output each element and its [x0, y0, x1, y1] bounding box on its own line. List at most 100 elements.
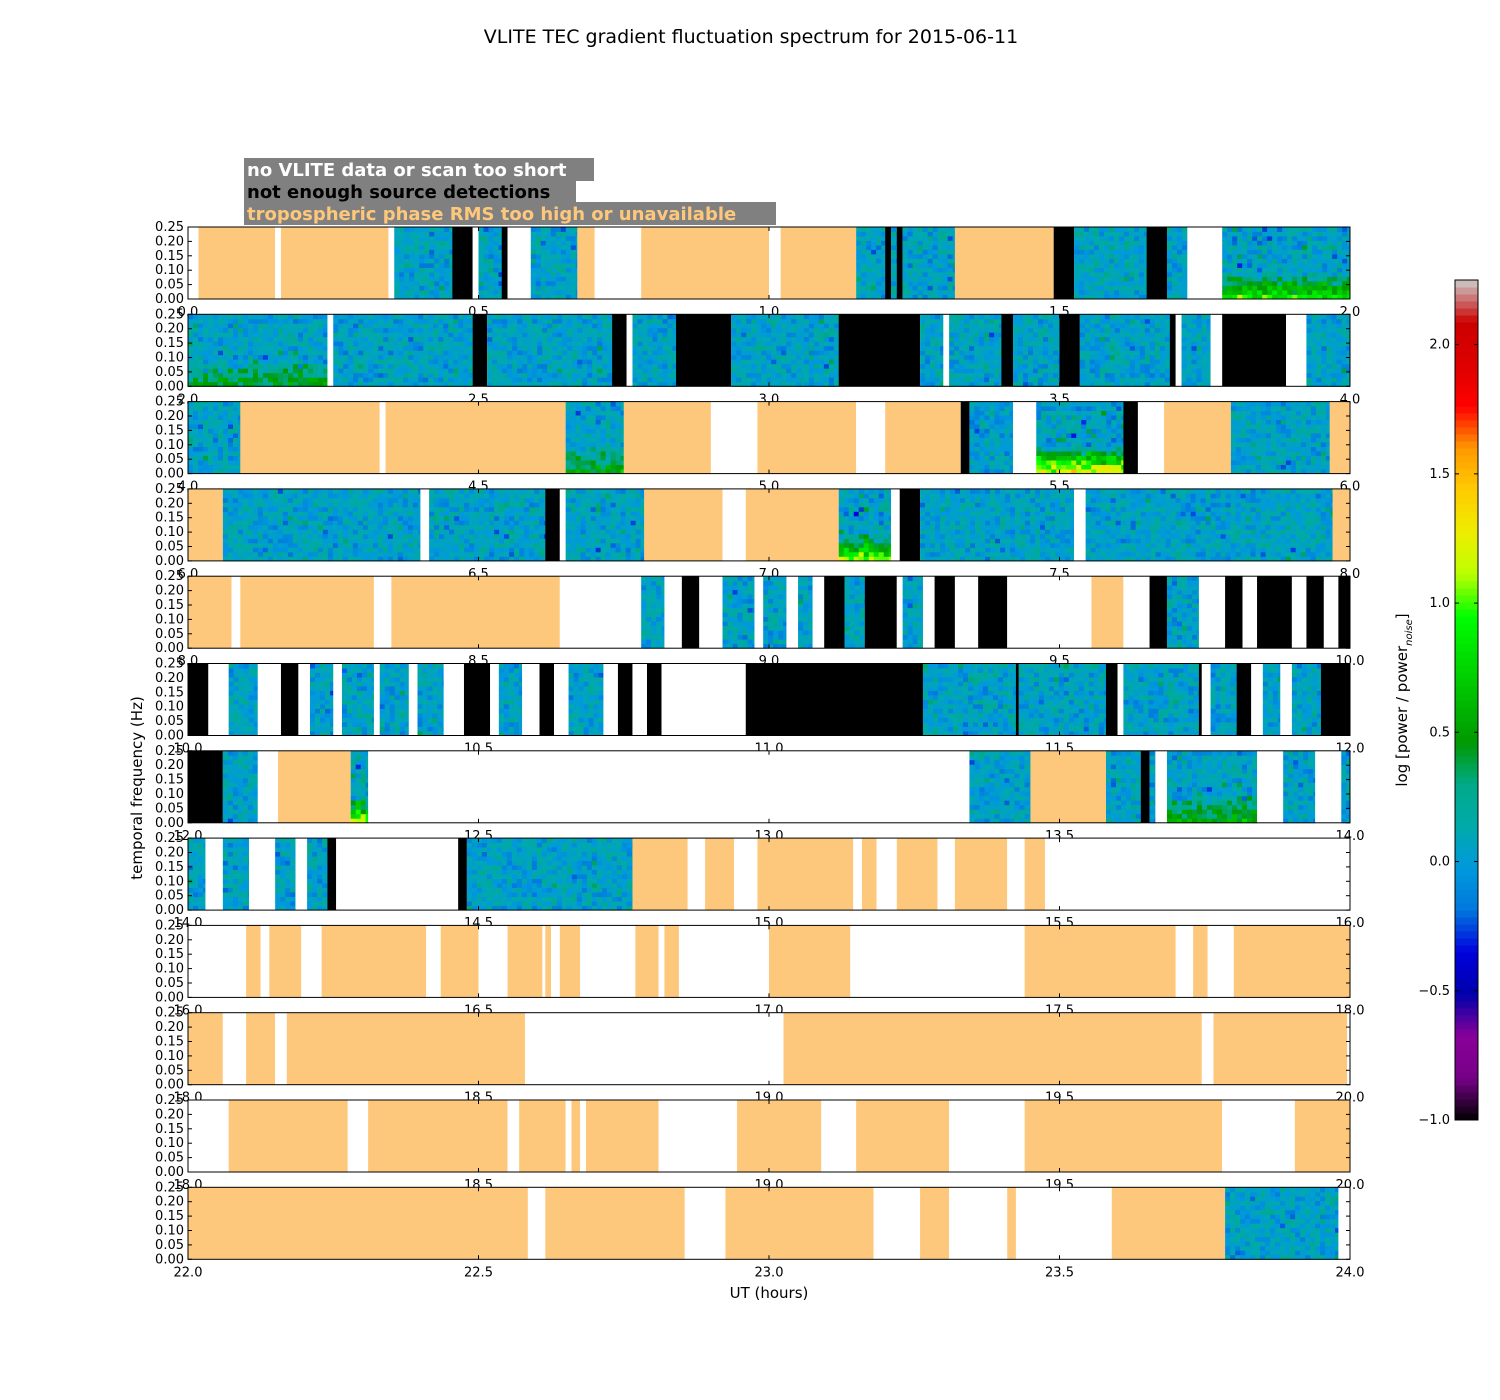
- spectrum-cell: [1089, 323, 1096, 329]
- spectrum-cell: [1337, 227, 1343, 232]
- spectrum-cell: [213, 401, 219, 407]
- spectrum-cell: [1232, 254, 1238, 259]
- spectrum-cell: [1004, 415, 1010, 420]
- spectrum-cell: [562, 336, 568, 342]
- spectrum-cell: [917, 245, 924, 250]
- spectrum-cell: [856, 258, 862, 264]
- spectrum-cell: [522, 318, 528, 324]
- spectrum-cell: [587, 377, 593, 383]
- spectrum-cell: [994, 345, 1000, 351]
- spectrum-cell: [502, 336, 508, 342]
- spectrum-cell: [208, 323, 214, 329]
- spectrum-cell: [989, 359, 995, 365]
- spectrum-cell: [610, 410, 617, 416]
- spectrum-cell: [288, 363, 294, 369]
- spectrum-cell: [238, 451, 241, 456]
- spectrum-cell: [253, 363, 259, 369]
- spectrum-cell: [1009, 469, 1014, 474]
- spectrum-cell: [298, 318, 304, 324]
- spectrum-cell: [223, 415, 229, 420]
- spectrum-cell: [937, 227, 944, 232]
- spectrum-cell: [409, 245, 415, 250]
- spectrum-cell: [298, 377, 304, 383]
- spectrum-cell: [575, 263, 578, 268]
- spectrum-cell: [243, 350, 249, 356]
- spectrum-cell: [409, 227, 415, 232]
- spectrum-cell: [930, 354, 936, 360]
- spectrum-cell: [540, 294, 547, 300]
- spectrum-cell: [1094, 281, 1100, 286]
- spectrum-cell: [1242, 254, 1248, 259]
- spectrum-cell: [1321, 359, 1327, 365]
- spectrum-cell: [615, 442, 622, 447]
- spectrum-cell: [856, 294, 862, 300]
- spectrum-cell: [532, 336, 538, 342]
- spectrum-cell: [567, 354, 573, 360]
- spectrum-cell: [974, 350, 980, 356]
- spectrum-cell: [866, 285, 872, 291]
- spectrum-cell: [434, 276, 440, 282]
- spectrum-cell: [881, 263, 886, 268]
- spectrum-cell: [418, 368, 424, 374]
- spectrum-cell: [907, 285, 914, 291]
- spectrum-cell: [1159, 359, 1166, 365]
- spectrum-cell: [555, 231, 562, 237]
- spectrum-cell: [751, 323, 757, 329]
- spectrum-cell: [228, 433, 234, 438]
- spectrum-cell: [1144, 236, 1148, 241]
- spectrum-cell: [1023, 381, 1029, 387]
- spectrum-cell: [303, 323, 309, 329]
- spectrum-cell: [414, 294, 420, 300]
- spectrum-cell: [876, 263, 882, 268]
- spectrum-cell: [1326, 318, 1332, 324]
- spectrum-cell: [642, 363, 648, 369]
- spectrum-cell: [313, 377, 319, 383]
- spectrum-cell: [1267, 258, 1273, 264]
- spectrum-cell: [208, 354, 214, 360]
- spectrum-cell: [1227, 254, 1233, 259]
- spectrum-cell: [258, 372, 264, 378]
- spectrum-cell: [429, 267, 435, 273]
- spectrum-cell: [942, 281, 949, 286]
- spectrum-cell: [1071, 464, 1077, 470]
- spectrum-cell: [527, 381, 533, 387]
- spectrum-cell: [577, 363, 583, 369]
- spectrum-cell: [253, 359, 259, 365]
- spectrum-cell: [572, 318, 578, 324]
- spectrum-cell: [1347, 254, 1351, 259]
- spectrum-cell: [1206, 332, 1211, 338]
- spectrum-cell: [602, 336, 608, 342]
- spectrum-cell: [590, 433, 597, 438]
- spectrum-cell: [930, 359, 936, 365]
- spectrum-cell: [449, 290, 453, 295]
- spectrum-cell: [428, 327, 434, 333]
- spectrum-cell: [1134, 294, 1140, 300]
- spectrum-cell: [338, 341, 344, 347]
- spectrum-cell: [947, 236, 954, 241]
- spectrum-cell: [1129, 227, 1135, 232]
- spectrum-cell: [771, 336, 777, 342]
- spectrum-cell: [861, 285, 867, 291]
- spectrum-cell: [288, 314, 294, 320]
- spectrum-cell: [761, 341, 767, 347]
- spectrum-cell: [1159, 377, 1166, 383]
- spectrum-cell: [575, 410, 582, 416]
- spectrum-cell: [1346, 323, 1351, 329]
- spectrum-cell: [565, 267, 572, 273]
- spectrum-cell: [580, 460, 587, 465]
- spectrum-cell: [881, 258, 886, 264]
- spectrum-cell: [443, 368, 449, 374]
- spectrum-cell: [786, 318, 792, 324]
- spectrum-cell: [540, 290, 547, 295]
- spectrum-cell: [925, 372, 931, 378]
- spectrum-cell: [1144, 323, 1151, 329]
- spectrum-cell: [193, 401, 199, 407]
- spectrum-cell: [423, 336, 429, 342]
- spectrum-cell: [1262, 249, 1268, 255]
- spectrum-cell: [940, 341, 944, 347]
- spectrum-cell: [542, 377, 548, 383]
- spectrum-cell: [969, 368, 975, 374]
- spectrum-cell: [994, 415, 1000, 420]
- spectrum-cell: [1104, 345, 1111, 351]
- spectrum-cell: [615, 446, 622, 452]
